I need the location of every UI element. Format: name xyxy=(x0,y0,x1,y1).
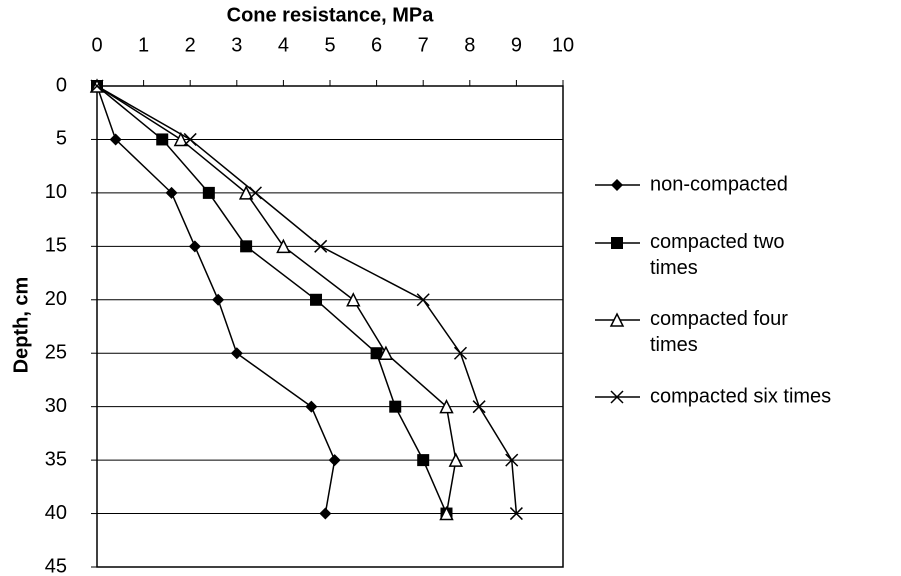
marker xyxy=(240,240,253,253)
marker xyxy=(314,239,328,253)
y-tick-label: 40 xyxy=(45,502,67,524)
x-tick-label: 3 xyxy=(231,34,242,56)
y-tick-label: 30 xyxy=(45,395,67,417)
y-tick-label: 45 xyxy=(45,555,67,576)
marker xyxy=(472,400,486,414)
legend-label: compacted two times xyxy=(650,231,785,279)
marker xyxy=(448,452,464,467)
marker xyxy=(230,347,243,360)
y-tick-label: 35 xyxy=(45,448,67,470)
marker xyxy=(611,237,623,249)
x-tick-label: 10 xyxy=(552,34,574,56)
y-tick-label: 10 xyxy=(45,181,67,203)
x-tick-label: 5 xyxy=(324,34,335,56)
marker xyxy=(378,345,394,360)
x-tick-label: 6 xyxy=(371,34,382,56)
marker xyxy=(453,346,468,360)
marker xyxy=(439,398,454,414)
marker xyxy=(90,79,104,93)
x-tick-label: 1 xyxy=(138,34,149,56)
marker xyxy=(188,240,201,253)
marker xyxy=(346,292,361,307)
marker xyxy=(370,347,383,360)
marker xyxy=(156,133,169,146)
y-tick-label: 5 xyxy=(56,128,67,150)
chart-title: Cone resistance, MPa xyxy=(227,4,435,26)
marker xyxy=(416,293,430,307)
marker xyxy=(173,131,189,147)
x-tick-label: 7 xyxy=(418,34,429,56)
plot-border xyxy=(96,85,564,568)
marker xyxy=(202,186,215,199)
legend-label: non-compacted xyxy=(650,173,788,195)
marker xyxy=(505,453,519,467)
legend-label: compacted six times xyxy=(650,385,831,407)
marker xyxy=(417,454,430,467)
x-tick-label: 9 xyxy=(511,34,522,56)
y-axis-label: Depth, cm xyxy=(10,277,32,374)
x-tick-label: 4 xyxy=(278,34,289,56)
marker xyxy=(328,454,341,467)
legend-label: compacted four times xyxy=(650,308,788,356)
marker xyxy=(610,390,624,404)
y-tick-label: 0 xyxy=(56,74,67,96)
marker xyxy=(310,293,323,306)
marker xyxy=(109,133,122,146)
marker xyxy=(248,186,262,200)
marker xyxy=(609,312,625,327)
marker xyxy=(389,400,402,413)
marker xyxy=(509,507,523,521)
marker xyxy=(276,238,291,254)
x-tick-label: 0 xyxy=(91,34,102,56)
marker xyxy=(319,507,332,520)
x-tick-label: 8 xyxy=(464,34,475,56)
y-tick-label: 25 xyxy=(45,342,67,364)
marker xyxy=(238,185,254,200)
marker xyxy=(439,505,454,521)
marker xyxy=(611,179,623,191)
marker xyxy=(212,293,225,306)
x-tick-label: 2 xyxy=(185,34,196,56)
marker xyxy=(183,132,197,146)
marker xyxy=(305,400,318,413)
y-tick-label: 20 xyxy=(45,288,67,310)
y-tick-label: 15 xyxy=(45,235,67,257)
marker xyxy=(165,186,178,199)
